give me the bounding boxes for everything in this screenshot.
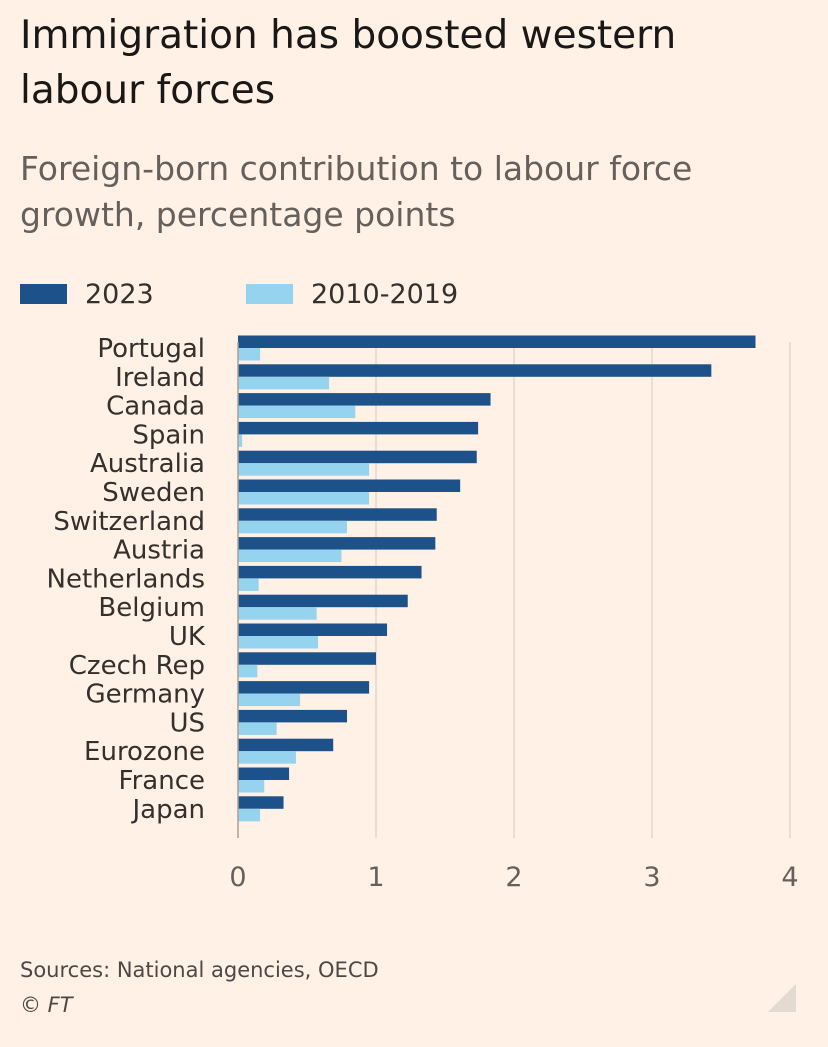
bar-canada-2023	[238, 393, 491, 406]
chart-subtitle: Foreign-born contribution to labour forc…	[20, 149, 693, 234]
bar-czech-rep-2010-2019	[238, 664, 258, 678]
bar-austria-2023	[238, 537, 436, 550]
bar-switzerland-2010-2019	[238, 520, 348, 534]
category-label-australia: Australia	[90, 449, 205, 479]
bar-us-2010-2019	[238, 722, 277, 735]
bar-ireland-2023	[238, 364, 712, 377]
bar-eurozone-2023	[238, 738, 334, 752]
bar-austria-2010-2019	[238, 549, 342, 563]
category-label-sweden: Sweden	[102, 478, 205, 508]
x-tick-label-1: 1	[367, 862, 384, 893]
category-label-belgium: Belgium	[98, 593, 205, 623]
category-label-czech-rep: Czech Rep	[69, 651, 205, 681]
copyright-credit: © FT	[20, 993, 73, 1017]
bar-sweden-2010-2019	[238, 492, 370, 505]
category-label-germany: Germany	[85, 680, 205, 710]
bar-netherlands-2023	[238, 565, 422, 579]
bar-spain-2010-2019	[238, 434, 243, 447]
bar-japan-2023	[238, 796, 284, 809]
bar-germany-2023	[238, 681, 370, 694]
bar-portugal-2010-2019	[238, 348, 261, 361]
x-tick-label-4: 4	[781, 862, 798, 893]
bar-belgium-2010-2019	[238, 607, 317, 620]
category-label-ireland: Ireland	[115, 363, 205, 393]
category-label-netherlands: Netherlands	[47, 564, 206, 594]
category-label-us: US	[169, 708, 205, 738]
x-tick-label-2: 2	[505, 862, 522, 893]
bar-france-2010-2019	[238, 780, 265, 793]
chart-title: Immigration has boosted western labour f…	[20, 13, 677, 113]
bar-japan-2010-2019	[238, 808, 261, 822]
source-note: Sources: National agencies, OECD	[20, 958, 379, 982]
bar-belgium-2023	[238, 594, 408, 608]
bar-switzerland-2023	[238, 508, 437, 521]
category-label-japan: Japan	[130, 795, 205, 825]
bar-spain-2023	[238, 421, 479, 435]
bar-portugal-2023	[238, 335, 756, 348]
bar-czech-rep-2023	[238, 652, 376, 665]
category-label-france: France	[119, 766, 205, 796]
bar-us-2023	[238, 709, 348, 723]
category-label-eurozone: Eurozone	[84, 737, 205, 767]
bar-australia-2010-2019	[238, 463, 370, 476]
category-label-switzerland: Switzerland	[53, 507, 205, 537]
legend-swatch-2010-2019	[246, 284, 293, 304]
legend: 2023 2010-2019	[20, 276, 810, 312]
bar-france-2023	[238, 767, 290, 780]
bar-eurozone-2010-2019	[238, 751, 296, 764]
bar-australia-2023	[238, 450, 477, 464]
bar-canada-2010-2019	[238, 405, 356, 419]
legend-label-2023: 2023	[85, 278, 154, 310]
bar-uk-2023	[238, 623, 388, 636]
bar-ireland-2010-2019	[238, 376, 330, 390]
corner-triangle-icon	[768, 984, 796, 1012]
x-tick-label-0: 0	[229, 862, 246, 893]
bar-uk-2010-2019	[238, 636, 319, 649]
category-label-austria: Austria	[113, 536, 205, 566]
legend-item-2023: 2023	[20, 276, 154, 312]
category-label-spain: Spain	[132, 420, 205, 450]
bar-chart: PortugalIrelandCanadaSpainAustraliaSwede…	[47, 334, 799, 893]
bar-netherlands-2010-2019	[238, 578, 259, 591]
legend-item-2010-2019: 2010-2019	[246, 276, 458, 312]
legend-swatch-2023	[20, 284, 67, 304]
category-label-portugal: Portugal	[97, 334, 205, 364]
bar-germany-2010-2019	[238, 693, 301, 707]
category-label-canada: Canada	[106, 392, 205, 422]
legend-label-2010-2019: 2010-2019	[311, 278, 459, 310]
bar-sweden-2023	[238, 479, 461, 492]
x-tick-label-3: 3	[643, 862, 660, 893]
category-label-uk: UK	[169, 622, 206, 652]
